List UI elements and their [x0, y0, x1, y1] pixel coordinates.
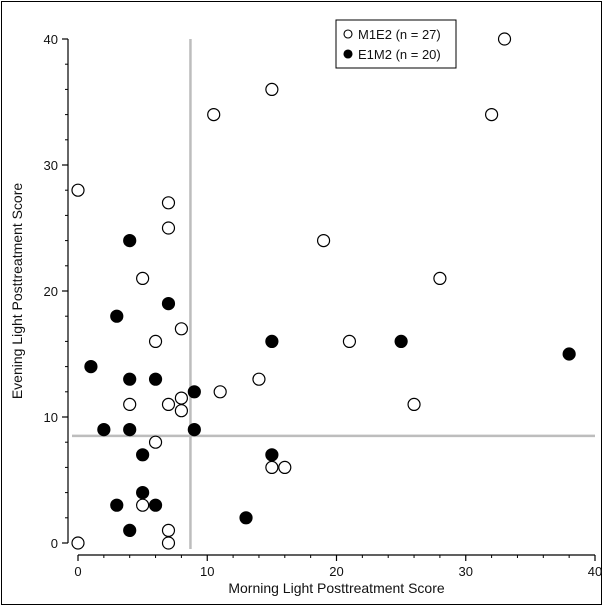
open-data-point: [342, 334, 357, 348]
open-data-point: [161, 536, 176, 550]
open-data-point: [174, 322, 188, 336]
filled-data-point: [110, 498, 124, 512]
open-data-point: [207, 107, 221, 122]
open-data-point: [265, 460, 279, 474]
filled-data-point: [123, 523, 137, 538]
filled-data-point: [265, 448, 279, 462]
x-tick-label: 10: [200, 564, 214, 579]
filled-data-point: [148, 498, 163, 512]
open-data-point: [161, 523, 176, 538]
open-data-point: [174, 391, 188, 405]
y-tick-label: 40: [44, 32, 58, 47]
filled-data-point: [187, 385, 201, 399]
filled-data-point: [394, 334, 408, 348]
open-data-point: [316, 234, 331, 248]
filled-data-point: [265, 334, 279, 348]
y-tick-label: 10: [44, 410, 58, 425]
open-data-point: [407, 397, 421, 411]
open-data-point: [71, 536, 85, 550]
open-data-point: [174, 404, 188, 418]
open-data-point: [213, 385, 227, 399]
legend: M1E2 (n = 27) E1M2 (n = 20): [335, 19, 457, 69]
filled-data-point: [123, 372, 137, 386]
axes: 0 10 20 30 40 0 10 20 30 40: [44, 32, 603, 579]
x-tick-label: 30: [459, 564, 473, 579]
y-axis-label: Evening Light Posttreatment Score: [9, 183, 25, 400]
open-data-point: [161, 221, 176, 235]
filled-data-point: [136, 486, 150, 500]
filled-data-point: [239, 511, 253, 525]
filled-data-point: [123, 423, 137, 437]
filled-data-point: [97, 423, 111, 437]
open-data-point: [252, 372, 266, 386]
y-tick-label: 20: [44, 284, 58, 299]
open-data-point: [265, 82, 279, 97]
y-tick-label: 0: [51, 536, 58, 551]
legend-label: E1M2 (n = 20): [358, 47, 441, 62]
filled-data-point: [110, 309, 124, 323]
filled-data-point: [84, 360, 98, 374]
legend-filled-marker: [343, 49, 353, 59]
open-data-point: [433, 271, 447, 285]
open-data-point: [161, 397, 176, 411]
filled-data-point: [136, 448, 150, 462]
filled-data-point: [148, 372, 163, 386]
open-data-point: [485, 107, 499, 122]
x-tick-label: 40: [588, 564, 602, 579]
reference-lines: [72, 39, 595, 549]
x-axis-label: Morning Light Posttreatment Score: [228, 580, 445, 596]
open-data-point: [278, 460, 292, 474]
filled-data-point: [123, 234, 137, 248]
filled-data-point: [187, 423, 201, 437]
open-data-point: [148, 334, 163, 348]
open-data-point: [136, 498, 150, 512]
open-data-point: [148, 435, 163, 449]
legend-label: M1E2 (n = 27): [358, 27, 441, 42]
x-tick-label: 20: [329, 564, 343, 579]
legend-box: [335, 19, 457, 69]
open-data-point: [161, 196, 176, 210]
open-data-point: [123, 397, 137, 411]
open-data-point: [71, 183, 85, 197]
open-data-point: [136, 271, 150, 285]
data-points: [71, 32, 576, 550]
filled-data-point: [562, 347, 576, 361]
filled-data-point: [161, 297, 176, 311]
x-tick-label: 0: [74, 564, 81, 579]
open-data-point: [497, 32, 512, 46]
legend-open-marker: [343, 29, 353, 39]
y-tick-label: 30: [44, 158, 58, 173]
